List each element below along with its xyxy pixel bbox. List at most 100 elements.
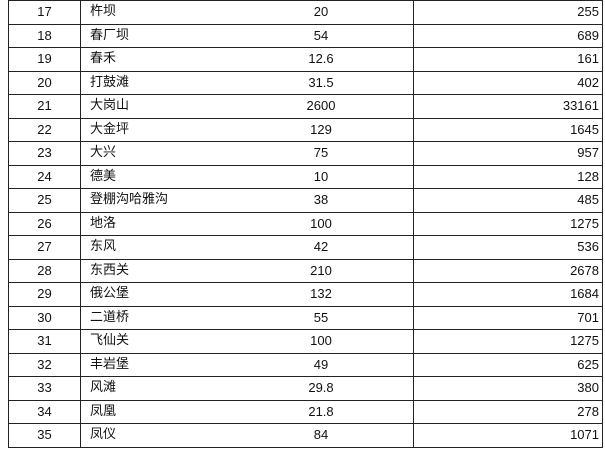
name-and-value-cell: 大岗山 2600	[80, 94, 414, 119]
station-name: 打鼓滩	[90, 74, 130, 90]
table-row: 25 登棚沟哈雅沟 38 485	[8, 188, 603, 213]
value-cell: 485	[413, 188, 603, 213]
station-name: 风滩	[90, 380, 117, 395]
value-cell: 161	[413, 47, 603, 72]
row-number: 18	[8, 23, 81, 48]
table-row: 26 地洛 100 1275	[8, 211, 603, 236]
value-cell: 380	[413, 376, 603, 401]
station-name: 大岗山	[90, 98, 130, 113]
capacity-value: 29.8	[308, 380, 334, 396]
value-cell: 625	[413, 352, 603, 377]
name-and-value-cell: 打鼓滩 31.5	[80, 70, 414, 95]
station-name: 地洛	[90, 215, 117, 231]
station-name: 丰岩堡	[90, 356, 130, 372]
table-row: 23 大兴 75 957	[8, 141, 603, 166]
station-name: 登棚沟哈雅沟	[90, 192, 169, 207]
table-row: 28 东西关 210 2678	[8, 258, 603, 283]
capacity-value: 49	[313, 356, 329, 372]
name-and-value-cell: 丰岩堡 49	[80, 352, 414, 377]
name-and-value-cell: 东西关 210	[80, 258, 414, 283]
row-number: 34	[8, 399, 81, 424]
row-number: 19	[8, 47, 81, 72]
capacity-value: 55	[313, 309, 329, 325]
capacity-value: 100	[310, 333, 332, 349]
name-and-value-cell: 凤凰 21.8	[80, 399, 414, 424]
table-row: 24 德美 10 128	[8, 164, 603, 189]
capacity-value: 129	[310, 121, 332, 137]
value-cell: 33161	[413, 94, 603, 119]
table-row: 18 春厂坝 54 689	[8, 23, 603, 48]
name-and-value-cell: 杵坝 20	[80, 0, 414, 25]
row-number: 22	[8, 117, 81, 142]
station-name: 德美	[90, 168, 117, 184]
capacity-value: 31.5	[308, 74, 334, 90]
value-cell: 957	[413, 141, 603, 166]
capacity-value: 38	[313, 192, 329, 208]
row-number: 27	[8, 235, 81, 260]
name-and-value-cell: 春禾 12.6	[80, 47, 414, 72]
table-row: 27 东风 42 536	[8, 235, 603, 260]
row-number: 29	[8, 282, 81, 307]
row-number: 31	[8, 329, 81, 354]
table-row: 22 大金坪 129 1645	[8, 117, 603, 142]
row-number: 23	[8, 141, 81, 166]
station-name: 凤仪	[90, 427, 117, 442]
row-number: 35	[8, 423, 81, 448]
capacity-value: 42	[313, 239, 329, 255]
value-cell: 536	[413, 235, 603, 260]
table-row: 32 丰岩堡 49 625	[8, 352, 603, 377]
station-name: 东风	[90, 239, 117, 254]
row-number: 20	[8, 70, 81, 95]
name-and-value-cell: 飞仙关 100	[80, 329, 414, 354]
name-and-value-cell: 春厂坝 54	[80, 23, 414, 48]
table-row: 33 风滩 29.8 380	[8, 376, 603, 401]
station-name: 飞仙关	[90, 333, 130, 348]
capacity-value: 20	[313, 4, 329, 20]
table-row: 29 俄公堡 132 1684	[8, 282, 603, 307]
row-number: 30	[8, 305, 81, 330]
name-and-value-cell: 大兴 75	[80, 141, 414, 166]
name-and-value-cell: 地洛 100	[80, 211, 414, 236]
value-cell: 689	[413, 23, 603, 48]
value-cell: 701	[413, 305, 603, 330]
capacity-value: 132	[310, 286, 332, 302]
table-row: 21 大岗山 2600 33161	[8, 94, 603, 119]
capacity-value: 21.8	[308, 403, 334, 419]
name-and-value-cell: 大金坪 129	[80, 117, 414, 142]
value-cell: 2678	[413, 258, 603, 283]
table-row: 34 凤凰 21.8 278	[8, 399, 603, 424]
row-number: 24	[8, 164, 81, 189]
row-number: 17	[8, 0, 81, 25]
value-cell: 278	[413, 399, 603, 424]
value-cell: 255	[413, 0, 603, 25]
station-name: 大兴	[90, 145, 117, 160]
name-and-value-cell: 二道桥 55	[80, 305, 414, 330]
station-name: 春厂坝	[90, 27, 130, 43]
value-cell: 1684	[413, 282, 603, 307]
name-and-value-cell: 东风 42	[80, 235, 414, 260]
station-name: 俄公堡	[90, 286, 130, 301]
name-and-value-cell: 登棚沟哈雅沟 38	[80, 188, 414, 213]
table-row: 19 春禾 12.6 161	[8, 47, 603, 72]
capacity-value: 100	[310, 215, 332, 231]
data-table: 17 杵坝 20 255 18 春厂坝 54 689 19 春禾 12.6 161 20 打鼓滩 31.5 4…	[8, 0, 603, 448]
station-name: 东西关	[90, 262, 130, 278]
value-cell: 402	[413, 70, 603, 95]
row-number: 28	[8, 258, 81, 283]
capacity-value: 84	[313, 427, 329, 443]
name-and-value-cell: 风滩 29.8	[80, 376, 414, 401]
table-row: 35 凤仪 84 1071	[8, 423, 603, 448]
station-name: 大金坪	[90, 121, 130, 137]
station-name: 凤凰	[90, 403, 117, 419]
capacity-value: 10	[313, 168, 329, 184]
capacity-value: 2600	[306, 98, 336, 114]
row-number: 32	[8, 352, 81, 377]
value-cell: 1071	[413, 423, 603, 448]
station-name: 春禾	[90, 51, 117, 66]
table-row: 30 二道桥 55 701	[8, 305, 603, 330]
value-cell: 1275	[413, 329, 603, 354]
capacity-value: 75	[313, 145, 329, 161]
capacity-value: 54	[313, 27, 329, 43]
table-row: 31 飞仙关 100 1275	[8, 329, 603, 354]
value-cell: 128	[413, 164, 603, 189]
